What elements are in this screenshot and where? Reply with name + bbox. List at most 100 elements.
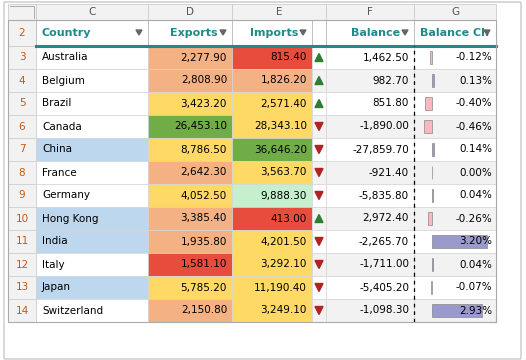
Text: Balance Ch: Balance Ch <box>420 28 489 38</box>
Text: 2,808.90: 2,808.90 <box>181 76 227 85</box>
Polygon shape <box>315 261 323 269</box>
Bar <box>232 253 312 276</box>
Bar <box>326 276 414 299</box>
Bar <box>312 207 326 230</box>
Bar <box>148 184 232 207</box>
Bar <box>8 230 36 253</box>
Bar <box>148 138 232 161</box>
Text: 8: 8 <box>19 167 25 177</box>
Bar <box>414 230 496 253</box>
Bar <box>312 276 326 299</box>
Bar <box>36 276 148 299</box>
Bar <box>414 4 496 20</box>
Text: F: F <box>367 7 373 17</box>
Text: Japan: Japan <box>42 283 71 292</box>
Bar <box>431 281 432 294</box>
Text: 2,972.40: 2,972.40 <box>362 213 409 224</box>
Bar <box>8 69 36 92</box>
Bar <box>432 304 482 317</box>
Polygon shape <box>315 99 323 108</box>
Bar <box>8 138 36 161</box>
Bar <box>8 207 36 230</box>
Text: 3,563.70: 3,563.70 <box>260 167 307 177</box>
Bar <box>148 276 232 299</box>
Polygon shape <box>315 306 323 315</box>
Text: 3,385.40: 3,385.40 <box>180 213 227 224</box>
Text: 7: 7 <box>19 144 25 154</box>
Bar <box>36 161 148 184</box>
Bar <box>326 161 414 184</box>
Bar <box>326 92 414 115</box>
Text: 4: 4 <box>19 76 25 85</box>
Bar <box>326 138 414 161</box>
Bar <box>432 74 434 87</box>
Bar <box>312 299 326 322</box>
Polygon shape <box>315 215 323 222</box>
Text: Canada: Canada <box>42 122 82 131</box>
Bar <box>414 46 496 69</box>
Text: 1,935.80: 1,935.80 <box>180 237 227 247</box>
Text: Germany: Germany <box>42 190 90 201</box>
Text: -921.40: -921.40 <box>369 167 409 177</box>
Bar <box>8 46 36 69</box>
Polygon shape <box>300 30 306 35</box>
Bar <box>414 69 496 92</box>
Bar <box>232 115 312 138</box>
Text: 2: 2 <box>19 28 25 38</box>
Text: 5,785.20: 5,785.20 <box>180 283 227 292</box>
Bar <box>430 51 432 64</box>
Bar <box>326 253 414 276</box>
Text: 11,190.40: 11,190.40 <box>254 283 307 292</box>
Text: 2,642.30: 2,642.30 <box>180 167 227 177</box>
Bar <box>36 92 148 115</box>
Bar <box>36 46 148 69</box>
Text: Brazil: Brazil <box>42 99 72 108</box>
Text: -0.46%: -0.46% <box>455 122 492 131</box>
Bar <box>36 138 148 161</box>
Text: Italy: Italy <box>42 260 65 270</box>
Bar <box>232 299 312 322</box>
Text: 4,052.50: 4,052.50 <box>181 190 227 201</box>
Bar <box>8 115 36 138</box>
Text: 9: 9 <box>19 190 25 201</box>
Text: 11: 11 <box>15 237 28 247</box>
Text: 1,826.20: 1,826.20 <box>260 76 307 85</box>
Bar <box>232 276 312 299</box>
Text: -1,890.00: -1,890.00 <box>359 122 409 131</box>
Bar <box>312 161 326 184</box>
Polygon shape <box>315 77 323 85</box>
Bar <box>414 92 496 115</box>
Text: 3,249.10: 3,249.10 <box>260 306 307 315</box>
Text: 0.04%: 0.04% <box>459 190 492 201</box>
Bar <box>8 4 36 20</box>
Text: -2,265.70: -2,265.70 <box>359 237 409 247</box>
Text: Hong Kong: Hong Kong <box>42 213 98 224</box>
Text: E: E <box>276 7 282 17</box>
Bar <box>312 230 326 253</box>
Bar <box>312 20 326 46</box>
Bar <box>148 20 232 46</box>
Bar <box>312 184 326 207</box>
Bar <box>8 20 36 46</box>
Bar <box>36 207 148 230</box>
Bar <box>414 184 496 207</box>
Bar <box>36 230 148 253</box>
Text: 0.00%: 0.00% <box>459 167 492 177</box>
Text: 13: 13 <box>15 283 28 292</box>
Text: Imports: Imports <box>250 28 298 38</box>
Bar <box>326 4 414 20</box>
Text: 14: 14 <box>15 306 28 315</box>
Bar <box>312 69 326 92</box>
Text: 2,150.80: 2,150.80 <box>181 306 227 315</box>
Text: 815.40: 815.40 <box>270 53 307 63</box>
Bar <box>148 69 232 92</box>
Text: India: India <box>42 237 68 247</box>
Text: France: France <box>42 167 77 177</box>
Text: 2,571.40: 2,571.40 <box>260 99 307 108</box>
Text: 3: 3 <box>19 53 25 63</box>
Polygon shape <box>136 30 142 35</box>
Text: D: D <box>186 7 194 17</box>
Bar <box>326 20 414 46</box>
Bar <box>312 46 326 69</box>
Bar <box>232 20 312 46</box>
